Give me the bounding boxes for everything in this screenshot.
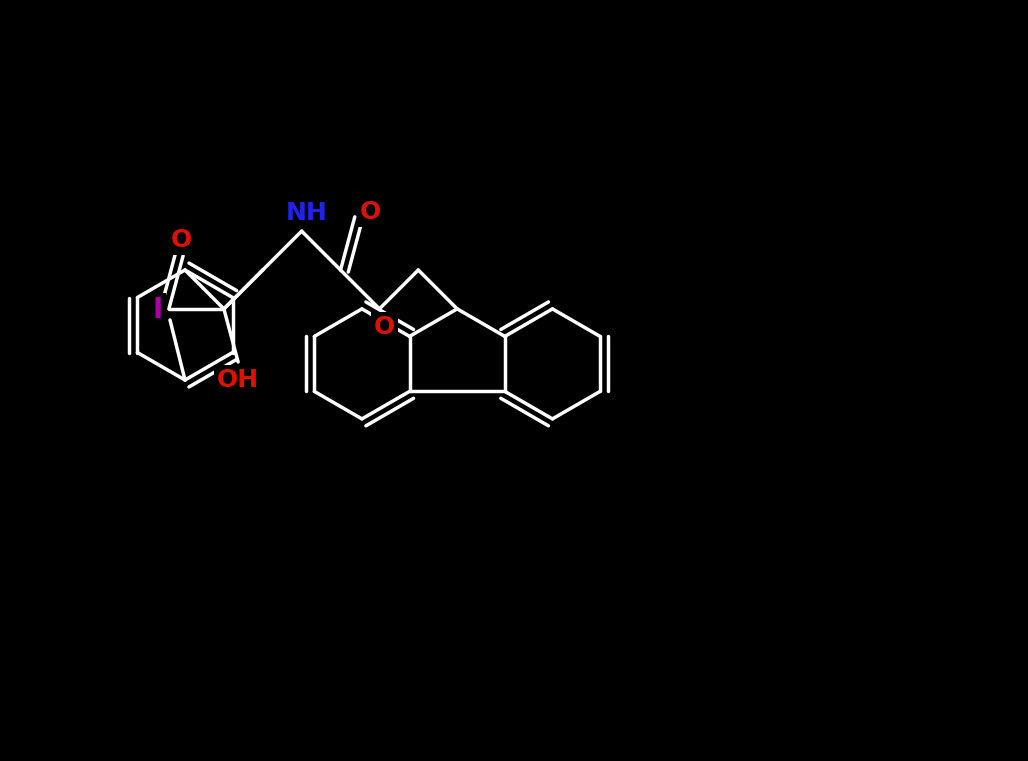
Text: NH: NH	[286, 201, 328, 225]
Text: O: O	[360, 200, 381, 224]
Text: O: O	[171, 228, 192, 252]
Text: OH: OH	[217, 368, 259, 392]
Text: O: O	[374, 315, 395, 339]
Text: I: I	[153, 296, 163, 324]
